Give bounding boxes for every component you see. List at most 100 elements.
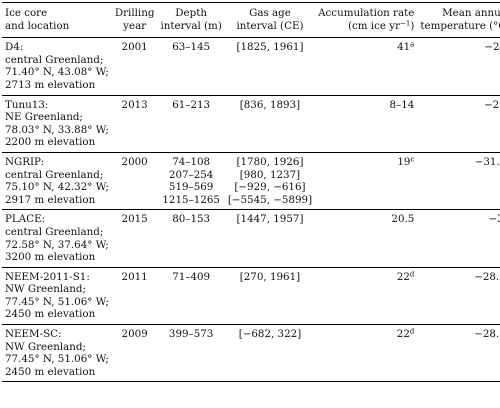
accumulation-cell: 22d: [315, 267, 417, 324]
table-body: D4: central Greenland; 71.40° N, 43.08° W;…: [2, 38, 500, 382]
gas-age-interval: [1780, 1926]: [236, 155, 304, 168]
year-cell: 2001: [112, 38, 158, 95]
depth-interval: 61–213: [172, 98, 211, 111]
table-row: NEEM-SC: NW Greenland; 77.45° N, 51.06° W;…: [2, 325, 500, 382]
depth-cell: 61–213: [157, 95, 224, 152]
temperature-cell: −24a: [417, 38, 500, 95]
depth-cell: 399–573: [157, 325, 224, 382]
gas-age-interval: [270, 1961]: [239, 270, 301, 283]
header-core: Ice core and location: [2, 3, 112, 38]
accumulation-value: 8–14: [389, 98, 415, 111]
depth-interval: 1215–1265: [162, 193, 220, 206]
core-line: 2200 m elevation: [5, 136, 96, 149]
table-row: PLACE: central Greenland; 72.58° N, 37.64°…: [2, 210, 500, 268]
accumulation-footnote: d: [409, 270, 415, 279]
header-accum-line1: Accumulation rate: [318, 7, 415, 19]
core-line: NE Greenland;: [5, 111, 83, 124]
core-line: 78.03° N, 33.88° W;: [5, 123, 109, 136]
core-line: 77.45° N, 51.06° W;: [5, 353, 109, 366]
header-accum-exponent: −1: [400, 19, 411, 28]
header-year: Drilling year: [112, 3, 158, 38]
core-line: 2450 m elevation: [5, 365, 96, 378]
accumulation-value: 22: [396, 270, 410, 283]
core-cell: D4: central Greenland; 71.40° N, 43.08° W;…: [2, 38, 112, 95]
temperature-value: −28.9: [474, 270, 500, 283]
depth-interval: 71–409: [172, 270, 211, 283]
header-gas-line1: Gas age: [249, 7, 291, 19]
core-line: central Greenland;: [5, 225, 104, 238]
accumulation-cell: 20.5: [315, 210, 417, 267]
header-core-line1: Ice core: [5, 7, 48, 19]
header-accumulation: Accumulation rate (cm ice yr−1): [315, 3, 417, 38]
core-line: 3200 m elevation: [5, 251, 96, 264]
header-row: Ice core and location Drilling year Dept…: [2, 2, 500, 38]
core-line: NW Greenland;: [5, 340, 86, 353]
year-value: 2011: [121, 270, 148, 283]
core-cell: PLACE: central Greenland; 72.58° N, 37.64°…: [2, 210, 112, 267]
gas-age-interval: [−929, −616]: [234, 181, 306, 194]
depth-cell: 71–409: [157, 267, 224, 324]
core-line: NEEM-2011-S1:: [5, 270, 90, 283]
accumulation-value: 19: [397, 155, 411, 168]
year-value: 2015: [121, 213, 148, 226]
year-value: 2000: [121, 155, 148, 168]
header-depth-line1: Depth: [175, 7, 207, 19]
accumulation-cell: 41a: [315, 38, 417, 95]
table-row: NEEM-2011-S1: NW Greenland; 77.45° N, 51.0…: [2, 267, 500, 325]
accumulation-footnote: a: [410, 40, 415, 49]
gas-age-interval: [1825, 1961]: [236, 41, 304, 54]
header-depth-line2: interval (m): [160, 19, 222, 32]
core-line: 2713 m elevation: [5, 78, 96, 91]
core-line: central Greenland;: [5, 168, 104, 181]
header-temp-line1: Mean annual: [442, 7, 500, 19]
depth-interval: 399–573: [168, 328, 214, 341]
temperature-cell: −29b: [417, 95, 500, 152]
gas-age-cell: [270, 1961]: [225, 267, 315, 324]
header-year-line2: year: [123, 19, 147, 32]
accumulation-cell: 22d: [315, 325, 417, 382]
year-value: 2001: [121, 41, 148, 54]
core-line: 2917 m elevation: [5, 193, 96, 206]
table-header: Ice core and location Drilling year Dept…: [2, 2, 500, 38]
year-cell: 2011: [112, 267, 158, 324]
temperature-value: −31.5: [474, 155, 500, 168]
year-value: 2009: [121, 328, 148, 341]
temperature-cell: −32: [417, 210, 500, 267]
accumulation-cell: 19c: [315, 152, 417, 209]
core-cell: NEEM-SC: NW Greenland; 77.45° N, 51.06° W;…: [2, 325, 112, 382]
year-value: 2013: [121, 98, 148, 111]
header-core-line2: and location: [5, 19, 70, 32]
gas-age-interval: [980, 1237]: [239, 168, 301, 181]
core-cell: NGRIP: central Greenland; 75.10° N, 42.32°…: [2, 152, 112, 209]
temperature-value: −29: [484, 98, 500, 111]
year-cell: 2000: [112, 152, 158, 209]
year-cell: 2015: [112, 210, 158, 267]
core-cell: NEEM-2011-S1: NW Greenland; 77.45° N, 51.0…: [2, 267, 112, 324]
gas-age-interval: [836, 1893]: [239, 98, 301, 111]
table-row: NGRIP: central Greenland; 75.10° N, 42.32°…: [2, 152, 500, 210]
header-temperature: Mean annual temperature (°C): [417, 3, 500, 38]
year-cell: 2013: [112, 95, 158, 152]
gas-age-interval: [1447, 1957]: [236, 213, 304, 226]
core-line: D4:: [5, 41, 24, 54]
table-row: Tunu13: NE Greenland; 78.03° N, 33.88° W; 2…: [2, 95, 500, 153]
depth-interval: 63–145: [172, 41, 211, 54]
header-accum-unit: (cm ice yr: [348, 19, 400, 32]
core-line: NW Greenland;: [5, 283, 86, 296]
header-accum-close: ): [410, 19, 415, 32]
temperature-cell: −28.9d: [417, 325, 500, 382]
accumulation-footnote: c: [410, 155, 415, 164]
core-line: NGRIP:: [5, 155, 45, 168]
accumulation-value: 22: [396, 328, 410, 341]
core-line: 75.10° N, 42.32° W;: [5, 181, 109, 194]
temperature-cell: −31.5c: [417, 152, 500, 209]
temperature-cell: −28.9d: [417, 267, 500, 324]
header-year-line1: Drilling: [114, 7, 155, 19]
core-cell: Tunu13: NE Greenland; 78.03° N, 33.88° W; 2…: [2, 95, 112, 152]
header-accum-line2: (cm ice yr−1): [318, 20, 414, 33]
gas-age-cell: [836, 1893]: [225, 95, 315, 152]
gas-age-interval: [−682, 322]: [238, 328, 302, 341]
table-row: D4: central Greenland; 71.40° N, 43.08° W;…: [2, 38, 500, 96]
header-temp-line2: temperature (°C): [420, 19, 500, 32]
depth-interval: 207–254: [168, 168, 214, 181]
